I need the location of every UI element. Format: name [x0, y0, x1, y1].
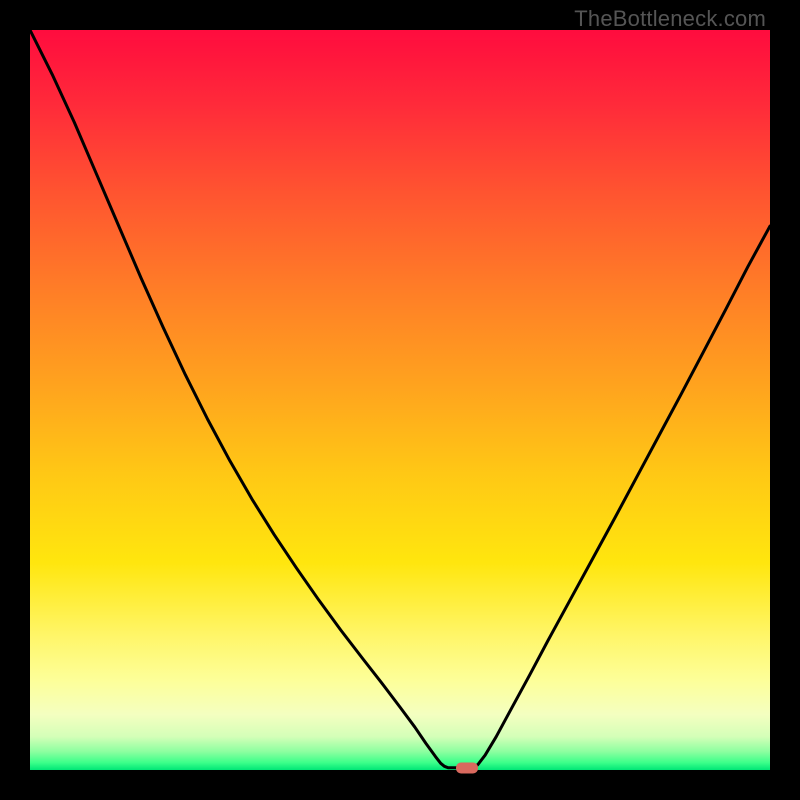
min-marker	[456, 762, 478, 773]
frame: TheBottleneck.com	[0, 0, 800, 800]
watermark-text: TheBottleneck.com	[574, 6, 766, 32]
bottleneck-curve	[30, 30, 770, 770]
plot-area	[30, 30, 770, 770]
